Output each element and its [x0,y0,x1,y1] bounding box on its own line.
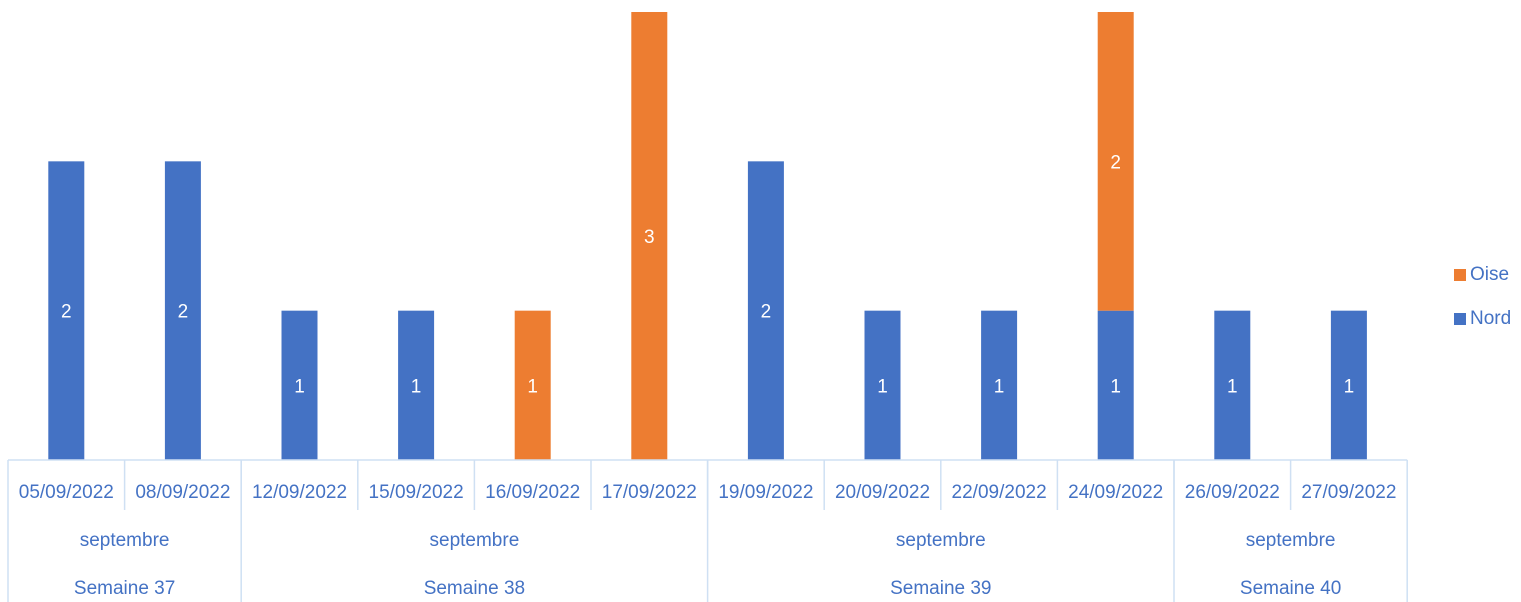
data-label-nord-8: 1 [877,376,888,397]
category-label-11: 26/09/2022 [1185,482,1280,503]
week-label-3: Semaine 39 [890,578,991,599]
category-label-4: 15/09/2022 [369,482,464,503]
category-label-8: 20/09/2022 [835,482,930,503]
category-label-9: 22/09/2022 [952,482,1047,503]
category-label-5: 16/09/2022 [485,482,580,503]
bar-nord-1 [48,161,85,461]
data-label-nord-9: 1 [994,376,1005,397]
data-label-nord-4: 1 [411,376,422,397]
bar-oise-6 [631,12,668,460]
month-label-2: septembre [430,530,520,551]
legend-label-nord: Nord [1470,308,1512,329]
week-label-1: Semaine 37 [74,578,175,599]
legend-item-oise: Oise [1454,262,1511,288]
category-label-3: 12/09/2022 [252,482,347,503]
category-label-12: 27/09/2022 [1301,482,1396,503]
data-label-nord-12: 1 [1344,376,1355,397]
category-label-6: 17/09/2022 [602,482,697,503]
category-label-10: 24/09/2022 [1068,482,1163,503]
data-label-nord-1: 2 [61,302,72,323]
legend-item-nord: Nord [1454,306,1511,332]
bar-nord-12 [1330,310,1367,460]
legend-label-oise: Oise [1470,264,1510,285]
bar-nord-3 [281,310,318,460]
data-label-oise-6: 3 [644,227,655,248]
data-label-nord-7: 2 [761,302,772,323]
bar-oise-10 [1097,12,1134,311]
data-label-nord-3: 1 [294,376,305,397]
data-label-nord-11: 1 [1227,376,1238,397]
month-label-1: septembre [80,530,170,551]
bar-nord-4 [398,310,435,460]
bar-nord-10 [1097,310,1134,460]
category-label-7: 19/09/2022 [718,482,813,503]
month-label-4: septembre [1246,530,1336,551]
legend-swatch-oise [1454,269,1466,281]
bar-nord-8 [864,310,901,460]
category-label-1: 05/09/2022 [19,482,114,503]
legend: Oise Nord [1454,262,1511,350]
bar-nord-9 [981,310,1018,460]
data-label-nord-10: 1 [1110,376,1121,397]
bar-nord-11 [1214,310,1251,460]
legend-swatch-nord [1454,313,1466,325]
data-label-nord-2: 2 [178,302,189,323]
data-label-oise-5: 1 [527,376,538,397]
data-label-oise-10: 2 [1110,152,1121,173]
bar-nord-2 [164,161,201,461]
week-label-2: Semaine 38 [424,578,525,599]
month-label-3: septembre [896,530,986,551]
category-label-2: 08/09/2022 [135,482,230,503]
week-label-4: Semaine 40 [1240,578,1341,599]
bar-oise-5 [514,310,551,460]
bar-nord-7 [747,161,784,461]
